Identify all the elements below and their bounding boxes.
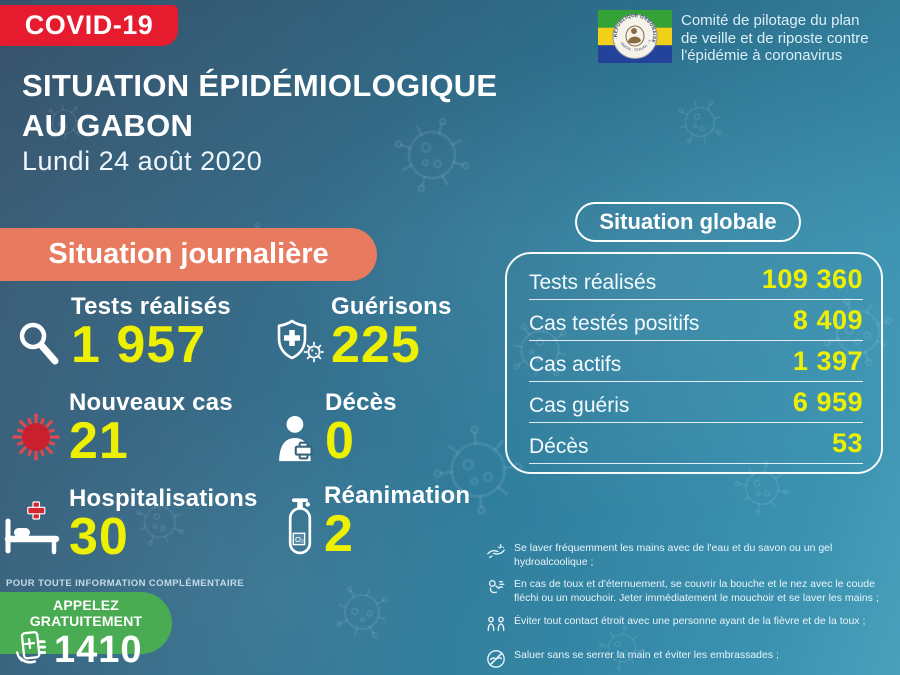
stat-label: Hospitalisations	[69, 485, 258, 512]
committee-line: l'épidémie à coronavirus	[681, 47, 843, 64]
hygiene-tips: Se laver fréquemment les mains avec de l…	[486, 542, 888, 675]
global-row-value: 53	[831, 428, 863, 458]
person-cross-icon	[276, 413, 318, 467]
daily-section-badge: Situation journalière	[0, 228, 377, 281]
stat-label: Décès	[325, 389, 397, 416]
tip-item: Se laver fréquemment les mains avec de l…	[486, 542, 888, 569]
global-row-deces: Décès 53	[529, 428, 863, 464]
global-row-label: Cas testés positifs	[529, 312, 700, 335]
committee-line: de veille et de riposte contre	[681, 29, 869, 47]
tip-text: Saluer sans se serrer la main et éviter …	[514, 648, 779, 661]
tip-item: Éviter tout contact étroit avec une pers…	[486, 615, 888, 640]
stat-value: 2	[324, 505, 354, 564]
global-row-value: 1 397	[792, 346, 863, 376]
stat-value: 1 957	[71, 316, 207, 375]
global-row-value: 6 959	[792, 387, 863, 417]
call-free-badge: APPELEZ GRATUITEMENT 1410	[0, 592, 172, 671]
covid-badge: COVID-19	[0, 5, 178, 46]
committee-caption: Comité de pilotage du plan de veille et …	[681, 12, 897, 65]
page-title-line1: SITUATION ÉPIDÉMIOLOGIQUE	[22, 68, 498, 103]
tip-text: Éviter tout contact étroit avec une pers…	[514, 614, 866, 627]
global-row-tests: Tests réalisés 109 360	[529, 264, 863, 300]
stat-tests-realises: Tests réalisés 1 957	[16, 293, 231, 375]
distance-icon	[486, 615, 506, 640]
handwash-icon	[486, 542, 506, 567]
seal-emblem	[625, 25, 645, 47]
magnifier-icon	[16, 321, 64, 371]
footer-info-text: POUR TOUTE INFORMATION COMPLÉMENTAIRE	[6, 578, 245, 589]
global-row-gueris: Cas guéris 6 959	[529, 387, 863, 423]
call-number: 1410	[54, 629, 143, 671]
hospital-bed-icon	[0, 499, 62, 563]
stat-guerisons: Guérisons 225	[272, 293, 452, 375]
global-section-title: Situation globale	[599, 209, 777, 234]
stat-value: 30	[69, 508, 129, 567]
tip-item: En cas de toux et d'éternuement, se couv…	[486, 578, 888, 605]
gabon-flag-seal: RÉPUBLIQUE GABONAISE UNION - TRAVAIL - J…	[598, 10, 672, 63]
global-row-value: 109 360	[761, 264, 863, 294]
global-row-actifs: Cas actifs 1 397	[529, 346, 863, 382]
stat-nouveaux-cas: Nouveaux cas 21	[10, 389, 233, 471]
stat-label: Nouveaux cas	[69, 389, 233, 416]
global-row-label: Cas guéris	[529, 394, 630, 417]
daily-section-title: Situation journalière	[48, 238, 329, 270]
stat-value: 0	[325, 412, 355, 471]
global-row-label: Décès	[529, 435, 589, 458]
stat-deces: Décès 0	[276, 389, 397, 471]
global-section-badge: Situation globale	[575, 202, 801, 242]
sneeze-icon	[486, 578, 506, 603]
stat-value: 21	[69, 412, 129, 471]
tip-text: Se laver fréquemment les mains avec de l…	[514, 542, 833, 568]
oxygen-tank-icon: O₂	[283, 494, 317, 560]
stat-label: Tests réalisés	[71, 293, 231, 320]
report-date: Lundi 24 août 2020	[22, 146, 263, 176]
shield-cross-virus-icon	[272, 317, 324, 371]
committee-line: Comité de pilotage du plan	[681, 12, 860, 29]
global-row-label: Cas actifs	[529, 353, 622, 376]
global-row-value: 8 409	[792, 305, 863, 335]
stat-label: Réanimation	[324, 482, 471, 509]
stat-reanimation: O₂ Réanimation 2	[283, 482, 471, 564]
stat-label: Guérisons	[331, 293, 452, 320]
covid-badge-label: COVID-19	[24, 10, 154, 40]
page-title-line2: AU GABON	[22, 108, 194, 143]
phone-hand-icon	[14, 627, 50, 674]
stat-value: 225	[331, 316, 421, 375]
global-row-positifs: Cas testés positifs 8 409	[529, 305, 863, 341]
stat-hospitalisations: Hospitalisations 30	[0, 485, 258, 567]
virus-icon	[10, 411, 62, 467]
tip-item: Saluer sans se serrer la main et éviter …	[486, 649, 888, 674]
no-handshake-icon	[486, 649, 506, 674]
tip-text: En cas de toux et d'éternuement, se couv…	[514, 578, 879, 604]
global-row-label: Tests réalisés	[529, 271, 657, 294]
global-stats-panel: Tests réalisés 109 360 Cas testés positi…	[505, 252, 883, 474]
call-free-label: APPELEZ GRATUITEMENT	[29, 597, 143, 629]
o2-label: O₂	[295, 535, 304, 544]
